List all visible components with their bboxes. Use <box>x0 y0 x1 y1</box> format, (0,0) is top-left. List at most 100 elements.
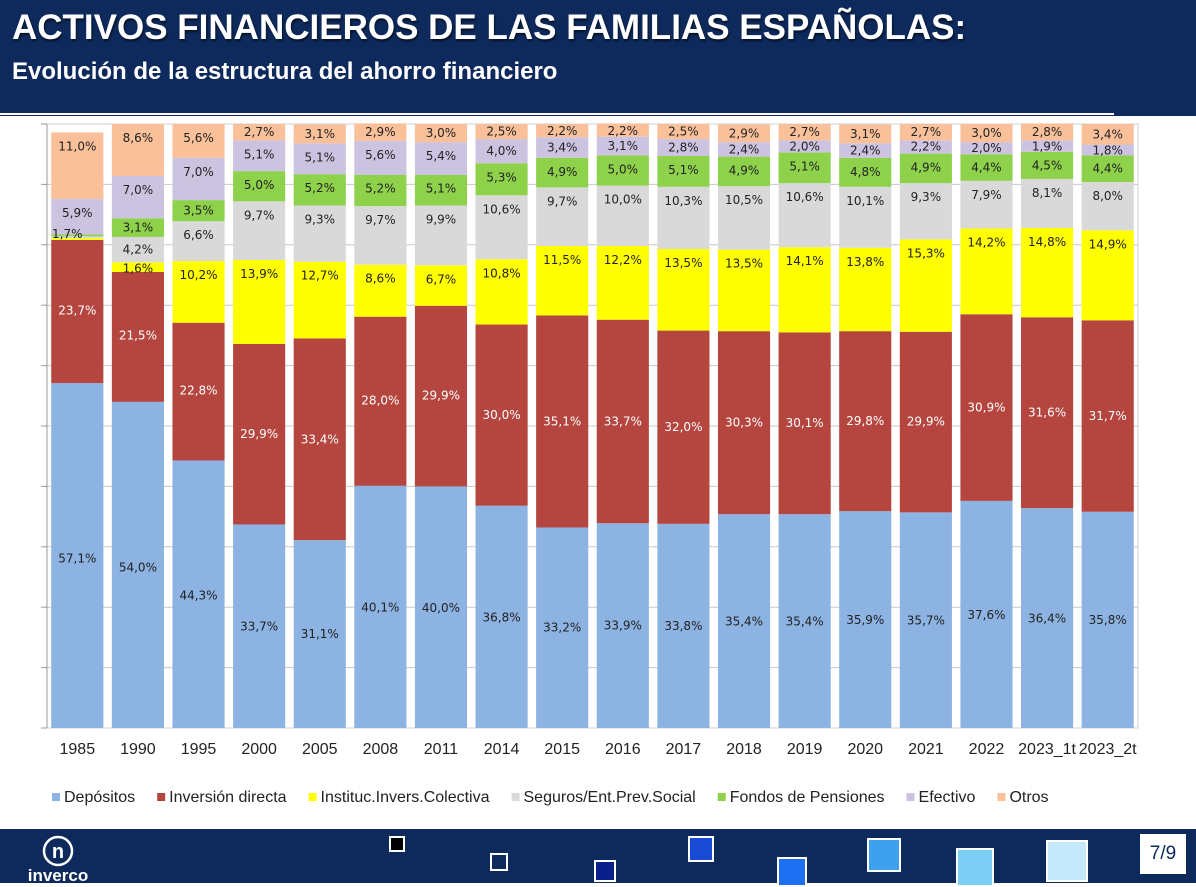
data-label: 6,7% <box>426 272 457 286</box>
bar-segment-fondos-de-pensiones <box>293 174 346 206</box>
bar-segment-seguros-ent-prev-social <box>960 180 1013 229</box>
page-number: 7/9 <box>1140 834 1186 874</box>
bar-segment-instituc-invers-colectiva <box>354 264 407 317</box>
x-tick-label: 2023_1t <box>1018 741 1076 758</box>
logo-letter: n <box>52 841 64 863</box>
bar-segment-fondos-de-pensiones <box>536 157 589 188</box>
bar-segment-instituc-invers-colectiva <box>1021 227 1074 318</box>
data-label: 7,0% <box>183 165 214 179</box>
data-label: 9,7% <box>244 208 275 222</box>
bar-segment-otros <box>717 124 771 143</box>
data-label: 8,1% <box>1032 186 1063 200</box>
data-label: 31,6% <box>1028 406 1066 420</box>
legend-swatch <box>157 793 166 801</box>
data-label: 30,0% <box>483 408 521 422</box>
data-label: 21,5% <box>119 329 157 343</box>
data-label: 14,8% <box>1028 235 1066 249</box>
data-label: 5,2% <box>365 182 396 196</box>
data-label: 5,6% <box>183 131 214 145</box>
bar-segment-efectivo <box>596 136 649 156</box>
bar-segment-inversi-n-directa <box>172 322 225 461</box>
deco-square-7 <box>956 848 994 887</box>
data-label: 1,8% <box>1092 144 1123 158</box>
data-label: 10,6% <box>483 202 521 216</box>
bar-segment-fondos-de-pensiones <box>596 155 649 186</box>
bar-segment-inversi-n-directa <box>354 316 407 486</box>
bar-segment-dep-sitos <box>960 500 1013 728</box>
bar-segment-instituc-invers-colectiva <box>475 259 528 325</box>
bar-segment-fondos-de-pensiones <box>414 174 468 206</box>
bar-segment-dep-sitos <box>899 512 952 728</box>
bar-segment-seguros-ent-prev-social <box>1021 178 1074 228</box>
bar-segment-seguros-ent-prev-social <box>899 183 952 240</box>
data-label: 2,7% <box>911 125 942 139</box>
bar-segment-dep-sitos <box>475 505 528 728</box>
data-label: 2,7% <box>789 125 820 139</box>
x-tick-label: 2005 <box>302 741 338 758</box>
bar-segment-inversi-n-directa <box>596 319 649 524</box>
bar-segment-instituc-invers-colectiva <box>596 246 649 320</box>
bar-segment-efectivo <box>717 142 771 157</box>
data-label: 4,8% <box>850 165 881 179</box>
bar-segment-instituc-invers-colectiva <box>233 259 286 344</box>
data-label: 4,2% <box>123 243 154 257</box>
legend-swatch <box>308 793 317 801</box>
bar-segment-seguros-ent-prev-social <box>414 205 468 266</box>
data-label: 4,5% <box>1032 158 1063 172</box>
data-label: 2,2% <box>911 139 942 153</box>
logo-text: inverco <box>28 866 88 883</box>
x-tick-label: 1990 <box>120 741 156 758</box>
bar-segment-efectivo <box>899 140 952 154</box>
data-label: 2,2% <box>608 124 639 138</box>
data-label: 4,9% <box>911 161 942 175</box>
bar-segment-instituc-invers-colectiva <box>111 262 164 272</box>
bar-segment-seguros-ent-prev-social <box>233 201 286 260</box>
data-label: 2,5% <box>668 125 699 139</box>
legend-label: Instituc.Invers.Colectiva <box>321 789 490 806</box>
bar-segment-dep-sitos <box>657 523 710 728</box>
bar-segment-dep-sitos <box>414 486 468 728</box>
bar-segment-seguros-ent-prev-social <box>657 186 710 250</box>
bar-segment-fondos-de-pensiones <box>233 171 286 202</box>
bar-segment-inversi-n-directa <box>293 338 346 541</box>
bar-segment-inversi-n-directa <box>475 324 528 506</box>
bar-segment-inversi-n-directa <box>778 332 831 515</box>
data-label: 2,0% <box>789 139 820 153</box>
bar-segment-otros <box>111 124 164 176</box>
bar-segment-seguros-ent-prev-social <box>354 206 407 265</box>
data-label: 1,6% <box>123 261 154 275</box>
bar-segment-dep-sitos <box>111 401 164 728</box>
x-tick-label: 2020 <box>847 741 883 758</box>
deco-square-6 <box>867 838 901 872</box>
bar-segment-fondos-de-pensiones <box>778 152 831 184</box>
x-tick-label: 1985 <box>60 741 96 758</box>
bar-segment-fondos-de-pensiones <box>475 163 528 196</box>
header-bar <box>0 0 1196 116</box>
bar-segment-efectivo <box>960 142 1013 155</box>
legend-label: Fondos de Pensiones <box>730 789 885 806</box>
data-label: 30,9% <box>967 400 1005 414</box>
bar-segment-efectivo <box>293 143 346 175</box>
data-label: 33,7% <box>240 619 278 633</box>
data-label: 2,4% <box>850 144 881 158</box>
bar-segment-fondos-de-pensiones <box>899 153 952 184</box>
bar-segment-inversi-n-directa <box>51 239 104 384</box>
bar-segment-otros <box>1021 123 1074 141</box>
data-label: 31,1% <box>301 627 339 641</box>
data-label: 33,8% <box>664 619 702 633</box>
x-tick-label: 2018 <box>726 741 762 758</box>
data-label: 15,3% <box>907 246 945 260</box>
data-label: 3,0% <box>426 126 457 140</box>
bar-segment-dep-sitos <box>1021 508 1074 728</box>
data-label: 2,8% <box>668 141 699 155</box>
bar-segment-instituc-invers-colectiva <box>1081 230 1134 321</box>
bar-segment-dep-sitos <box>233 524 286 728</box>
data-label: 22,8% <box>179 383 217 397</box>
data-label: 10,2% <box>179 268 217 282</box>
data-label: 5,2% <box>305 181 336 195</box>
data-label: 5,4% <box>426 149 457 163</box>
bar-segment-seguros-ent-prev-social <box>839 186 892 248</box>
bar-segment-dep-sitos <box>839 511 892 728</box>
data-label: 9,7% <box>547 194 578 208</box>
x-tick-label: 1995 <box>181 741 217 758</box>
